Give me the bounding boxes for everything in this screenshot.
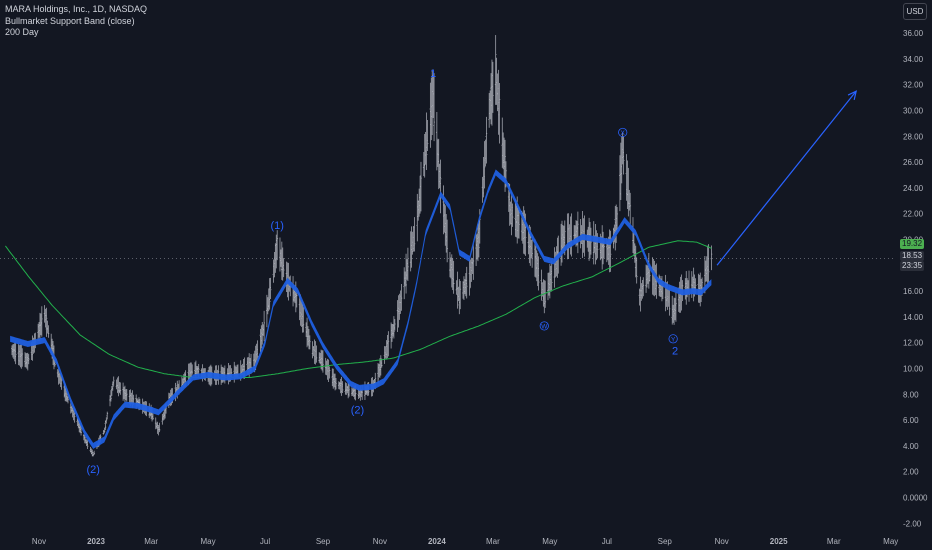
last-price-tag: 18.53 [900,251,925,261]
indicator-200-day[interactable]: 200 Day [5,27,39,37]
wave-label: (2) [351,405,364,417]
x-tick-label: Nov [32,537,46,546]
wave-label: 1 [430,68,436,80]
y-tick-label: 14.00 [903,313,924,322]
y-tick-label: 12.00 [903,339,924,348]
y-tick-label: 2.00 [903,468,919,477]
wave-marker-label: X [621,130,626,137]
y-tick-label: 26.00 [903,158,924,167]
bar-countdown-tag: 23:35 [900,261,925,271]
wave-label: 2 [672,345,678,357]
y-tick-label: 6.00 [903,416,919,425]
x-tick-label: Sep [658,537,673,546]
wave-marker-label: Y [671,336,676,343]
wave-marker-circle [668,334,678,344]
ma200-price-tag: 19.32 [900,239,925,249]
x-tick-label: Nov [373,537,387,546]
y-tick-label: 8.00 [903,390,919,399]
x-tick-label: Jul [602,537,612,546]
y-tick-label: 34.00 [903,55,924,64]
wave-marker-circle [539,321,549,331]
x-tick-label: May [201,537,216,546]
ma200-line [5,240,712,378]
x-tick-label: Nov [715,537,729,546]
wave-marker: W [539,321,549,331]
support-band [10,169,712,449]
y-tick-label: 10.00 [903,365,924,374]
symbol-title[interactable]: MARA Holdings, Inc., 1D, NASDAQ [5,4,148,14]
x-tick-label: May [883,537,898,546]
wave-marker: Y [668,334,678,344]
x-tick-label: Mar [144,537,158,546]
y-tick-label: 28.00 [903,132,924,141]
y-tick-label: 16.00 [903,287,924,296]
wave-marker: X [618,127,628,138]
y-tick-label: 0.0000 [903,494,928,503]
y-tick-label: 32.00 [903,81,924,90]
projection-arrow [716,90,857,266]
x-tick-label: Mar [486,537,500,546]
x-tick-label: May [542,537,557,546]
projection-arrow-head [847,90,858,101]
wave-label: (1) [270,220,283,232]
y-tick-label: -2.00 [903,519,922,528]
chart-legend: MARA Holdings, Inc., 1D, NASDAQ Bullmark… [5,4,147,39]
y-tick-label: 22.00 [903,210,924,219]
y-tick-label: 24.00 [903,184,924,193]
indicator-bullmarket-band[interactable]: Bullmarket Support Band (close) [5,15,135,26]
currency-button[interactable]: USD [903,3,927,20]
x-tick-label: 2023 [87,537,105,546]
y-tick-label: 4.00 [903,442,919,451]
x-tick-label: Sep [316,537,331,546]
y-tick-label: 30.00 [903,107,924,116]
wave-marker-circle [618,127,628,138]
x-tick-label: 2024 [428,537,446,546]
x-tick-label: Jul [260,537,270,546]
y-tick-label: 36.00 [903,29,924,38]
x-tick-label: 2025 [770,537,788,546]
wave-marker-label: W [541,323,548,330]
x-tick-label: Mar [827,537,841,546]
wave-label: (2) [86,464,99,476]
